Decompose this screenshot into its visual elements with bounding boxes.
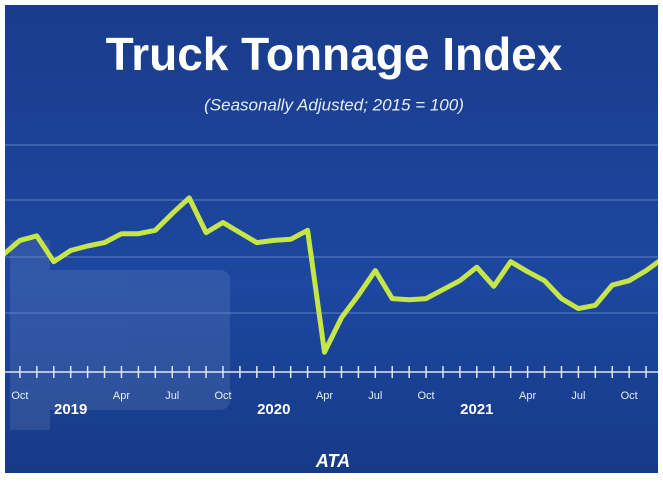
x-tick-label: 2019 — [54, 401, 87, 418]
x-tick-label: Jul — [571, 390, 585, 402]
x-tick-label: Oct — [214, 390, 231, 402]
x-tick-label: Jul — [368, 390, 382, 402]
grid — [5, 144, 658, 314]
x-tick-label: Oct — [418, 390, 435, 402]
logo: ATA — [315, 451, 350, 471]
x-tick-label: Jul — [165, 390, 179, 402]
x-tick-label: Oct — [621, 390, 638, 402]
x-tick-label: 2021 — [460, 401, 493, 418]
data-line — [5, 195, 658, 355]
x-tick-label: Oct — [11, 390, 28, 402]
x-tick-label: Apr — [316, 390, 333, 402]
chart-subtitle: (Seasonally Adjusted; 2015 = 100) — [204, 95, 464, 114]
x-tick-label: Apr — [519, 390, 536, 402]
chart-title: Truck Tonnage Index — [106, 28, 563, 80]
x-tick-label: Apr — [113, 390, 130, 402]
x-tick-label: 2020 — [257, 401, 290, 418]
